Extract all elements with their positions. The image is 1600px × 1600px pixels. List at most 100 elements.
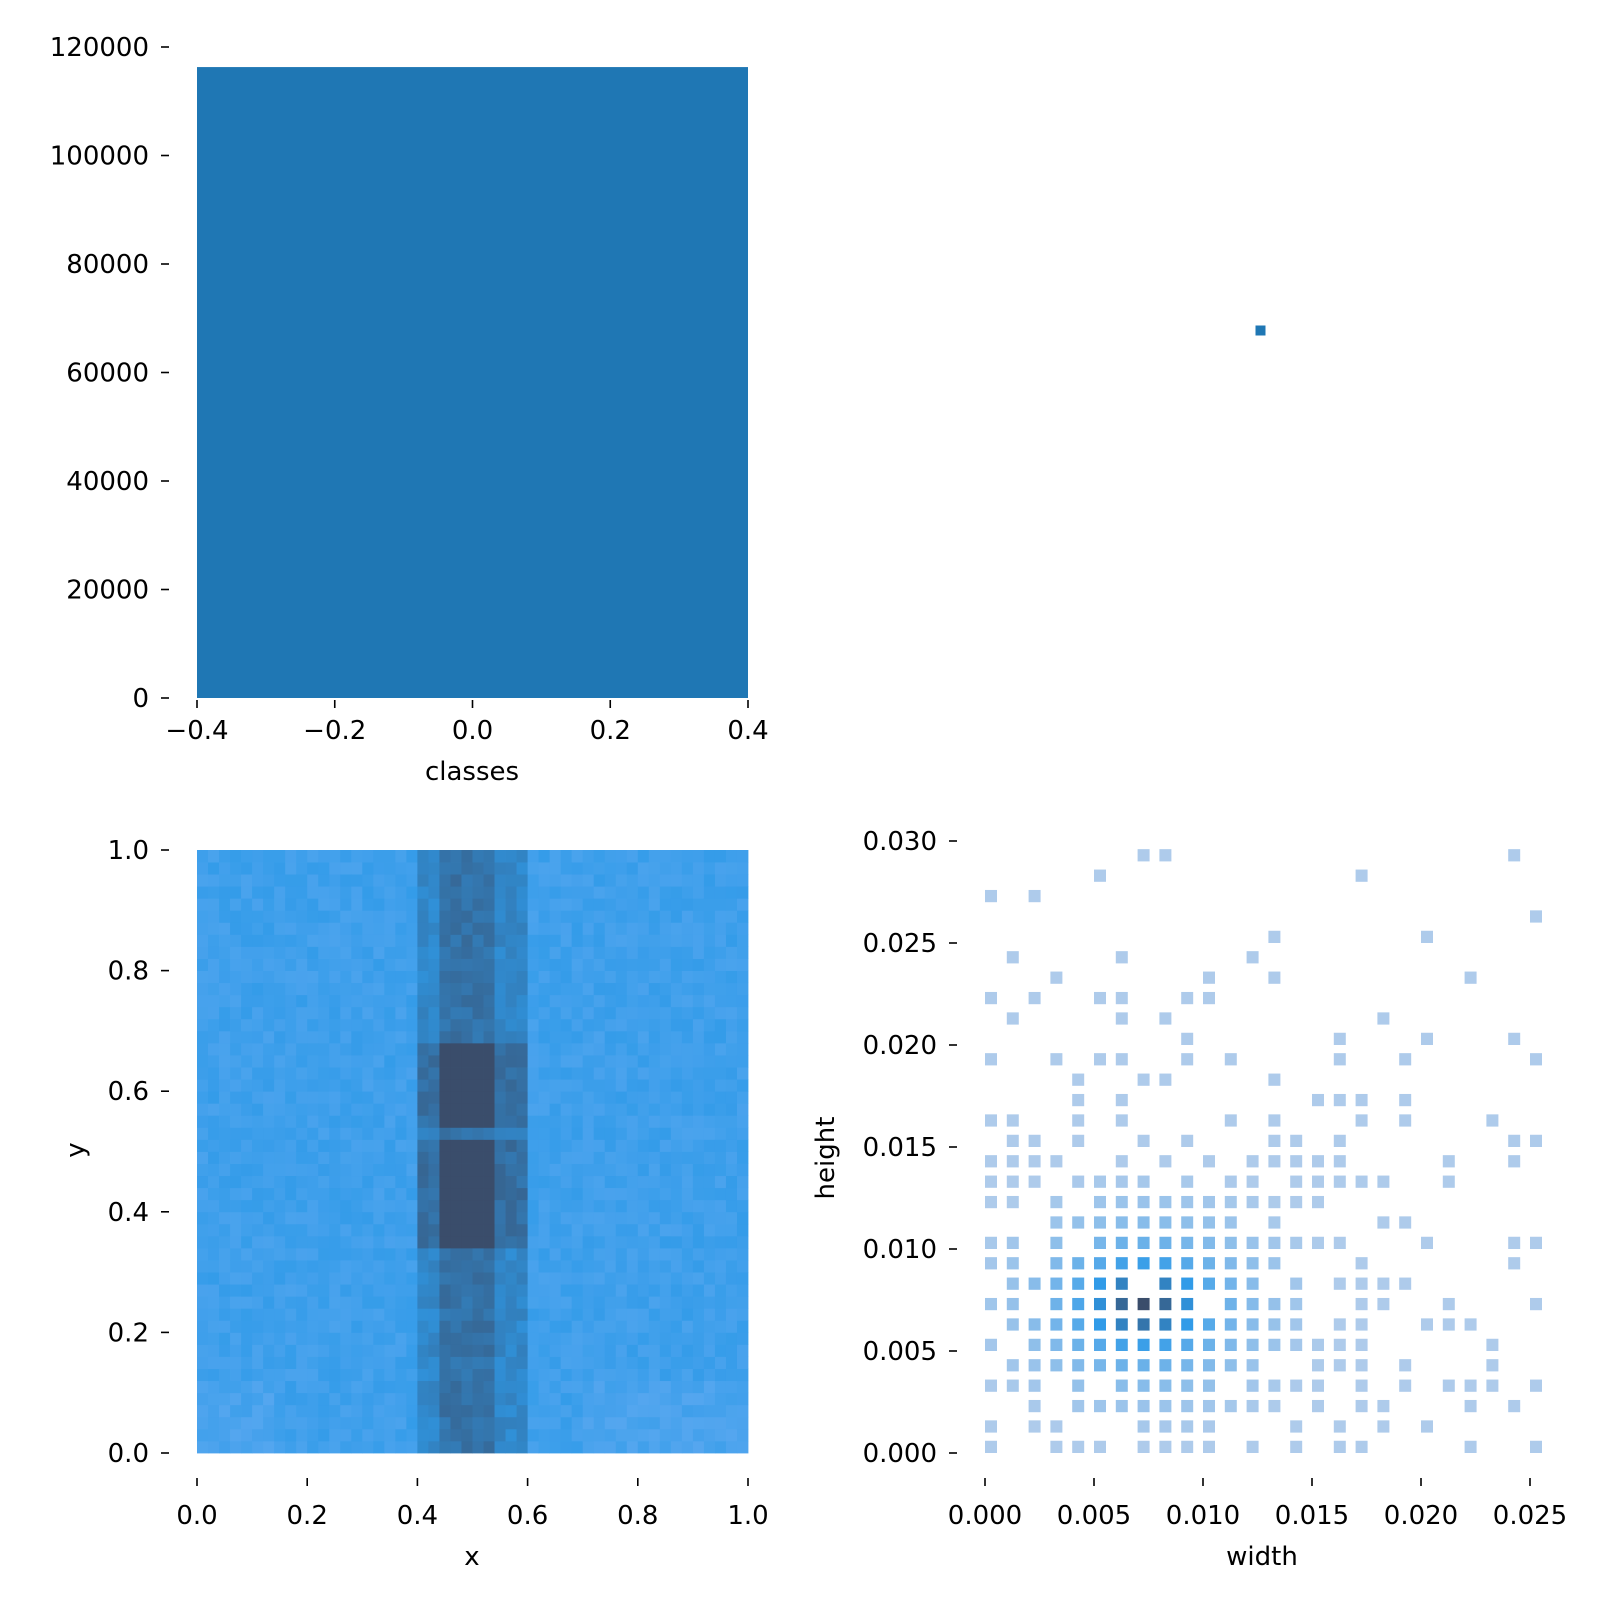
xy-heatmap-cell: [373, 1103, 385, 1116]
xy-heatmap-cell: [703, 1151, 716, 1164]
xy-heatmap-cell: [197, 1380, 209, 1394]
xy-heatmap-cell: [637, 1006, 650, 1020]
xy-heatmap-cell: [296, 958, 308, 971]
xy-heatmap-cell: [241, 994, 253, 1008]
xy-heatmap-cell: [615, 1404, 628, 1418]
xy-heatmap-cell: [549, 1151, 562, 1164]
xy-heatmap-cell: [219, 1175, 231, 1189]
xy-heatmap-cell: [461, 1308, 473, 1321]
xy-heatmap-cell: [296, 934, 308, 947]
width-height-axis-ticks: 0.0000.0050.0100.0150.0200.0250.0300.000…: [863, 827, 1568, 1531]
xy-heatmap-cell: [384, 1296, 396, 1309]
xy-heatmap-cell: [659, 994, 672, 1008]
xy-heatmap-cell: [505, 1272, 517, 1285]
xy-heatmap-cell: [648, 862, 661, 875]
xy-heatmap-cell: [230, 1235, 242, 1249]
xy-heatmap-cell: [494, 922, 506, 935]
xy-heatmap-cell: [703, 1055, 716, 1068]
xy-heatmap-cell: [494, 1320, 506, 1333]
xy-heatmap-cell: [681, 1223, 694, 1237]
width-height-heatmap-cell: [1203, 991, 1215, 1005]
width-height-heatmap-cell: [1006, 1175, 1019, 1188]
width-height-heatmap-cell: [1137, 1440, 1150, 1453]
xy-heatmap-cell: [208, 862, 220, 875]
xy-heatmap-cell: [362, 910, 374, 923]
xy-heatmap-cell: [307, 1127, 319, 1140]
width-height-heatmap-cell: [1181, 1195, 1194, 1209]
xy-heatmap-cell: [615, 1211, 628, 1225]
xy-heatmap-cell: [296, 970, 308, 984]
xy-heatmap-cell: [560, 1308, 573, 1321]
xy-heatmap-cell: [582, 1296, 595, 1309]
xy-heatmap-cell: [560, 1428, 573, 1442]
xy-heatmap-cell: [406, 1079, 418, 1092]
xy-heatmap-cell: [703, 1308, 716, 1321]
xy-heatmap-cell: [285, 1296, 297, 1309]
xy-heatmap-cell: [593, 934, 606, 947]
xy-heatmap-cell: [373, 922, 385, 935]
xy-heatmap-cell: [736, 1308, 749, 1321]
xy-heatmap-cell: [373, 1356, 385, 1369]
width-height-heatmap-cell: [1006, 1277, 1019, 1290]
xy-heatmap-cell: [626, 1091, 639, 1104]
xy-heatmap-cell: [472, 862, 484, 875]
xy-heatmap-cell: [219, 1440, 231, 1454]
xy-heatmap-cell: [736, 1079, 749, 1092]
xy-heatmap-cell: [351, 1139, 363, 1152]
xy-heatmap-cell: [307, 1416, 319, 1430]
xy-heatmap-cell: [505, 1428, 517, 1442]
xy-heatmap-cell: [637, 1356, 650, 1369]
xy-heatmap-cell: [296, 874, 308, 887]
xy-heatmap-cell: [472, 1404, 484, 1418]
xy-heatmap-cell: [626, 1272, 639, 1285]
xy-heatmap-cell: [274, 1127, 286, 1140]
xy-heatmap-cell: [670, 1344, 683, 1357]
xy-heatmap-cell: [241, 1211, 253, 1225]
xy-heatmap-cell: [692, 1042, 705, 1056]
xy-heatmap-cell: [538, 1175, 551, 1189]
xy-heatmap-cell: [362, 1115, 374, 1128]
xy-heatmap-cell: [593, 1332, 606, 1345]
xy-heatmap-cell: [318, 1103, 330, 1116]
xy-heatmap-cell: [560, 1416, 573, 1430]
xy-heatmap-cell: [197, 1006, 209, 1020]
xy-heatmap-cell: [648, 1091, 661, 1104]
xy-heatmap-cell: [571, 850, 584, 863]
xy-heatmap-cell: [571, 1428, 584, 1442]
xy-heatmap-cell: [637, 1235, 650, 1249]
xy-heatmap-cell: [736, 1006, 749, 1020]
xy-heatmap-cell: [736, 958, 749, 971]
xy-heatmap-cell: [593, 982, 606, 996]
xy-heatmap-cell: [626, 1115, 639, 1128]
xy-heatmap-cell: [329, 1163, 341, 1177]
xy-heatmap-cell: [417, 898, 429, 911]
width-height-heatmap-cell: [1290, 1155, 1303, 1168]
xy-heatmap-cell: [670, 898, 683, 911]
xy-heatmap-cell: [626, 1235, 639, 1249]
xy-heatmap-cell: [252, 1272, 264, 1285]
xy-heatmap-cell: [208, 1404, 220, 1418]
xy-heatmap-cell: [362, 1332, 374, 1345]
xy-heatmap-cell: [219, 1103, 231, 1116]
xy-heatmap-cell: [472, 958, 484, 971]
xy-heatmap-cell: [439, 1296, 451, 1309]
xy-heatmap-cell: [274, 970, 286, 984]
xy-heatmap-cell: [417, 922, 429, 935]
xy-heatmap-cell: [241, 1440, 253, 1454]
xy-heatmap-cell: [604, 982, 617, 996]
xy-heatmap-cell: [252, 1163, 264, 1177]
xy-heatmap-cell: [461, 874, 473, 887]
xy-heatmap-cell: [582, 1404, 595, 1418]
xy-heatmap-cell: [318, 898, 330, 911]
xy-heatmap-cell: [307, 1042, 319, 1056]
xy-heatmap-cell: [494, 1211, 506, 1225]
xy-heatmap-cell: [263, 886, 275, 899]
xy-heatmap-cell: [681, 934, 694, 947]
xy-heatmap-cell: [318, 934, 330, 947]
xy-heatmap-cell: [395, 1151, 407, 1164]
xy-heatmap-cell: [329, 1392, 341, 1406]
xy-heatmap-cell: [406, 1055, 418, 1068]
width-height-heatmap-cell: [1355, 1440, 1368, 1453]
xy-heatmap-cell: [516, 850, 528, 863]
xy-heatmap-cell: [736, 874, 749, 887]
